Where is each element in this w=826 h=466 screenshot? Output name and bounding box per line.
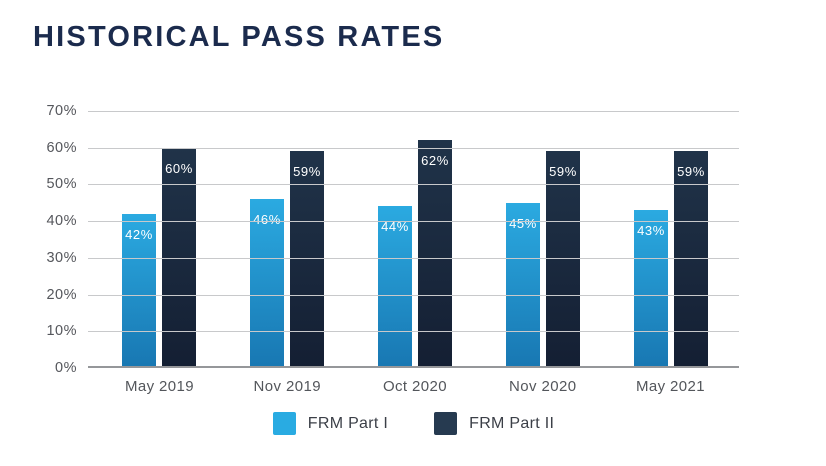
x-axis-line xyxy=(88,366,739,368)
bar-frm-part-i: 43% xyxy=(634,210,668,368)
legend-swatch xyxy=(272,412,296,435)
page-title: HISTORICAL PASS RATES xyxy=(33,21,445,53)
gridline xyxy=(88,184,739,186)
gridline xyxy=(88,294,739,296)
y-tick-label: 20% xyxy=(46,286,77,303)
bar-group-nov-2019: 46% 59% xyxy=(250,111,324,368)
legend-swatch xyxy=(434,412,458,435)
y-tick-label: 30% xyxy=(46,249,77,266)
y-tick-label: 50% xyxy=(46,176,77,193)
bar-frm-part-ii: 62% xyxy=(418,140,452,368)
legend-label: FRM Part II xyxy=(469,414,555,432)
bar-group-oct-2020: 44% 62% xyxy=(378,111,452,368)
x-axis: May 2019 Nov 2019 Oct 2020 Nov 2020 May 2021 xyxy=(88,378,739,395)
gridline xyxy=(88,257,739,259)
gridline xyxy=(88,221,739,223)
y-axis: 70% 60% 50% 40% 30% 20% 10% 0% xyxy=(0,0,77,466)
bar-frm-part-i: 42% xyxy=(122,213,156,368)
y-tick-label: 60% xyxy=(46,139,77,156)
bar-value-label: 59% xyxy=(293,164,321,180)
bar-value-label: 45% xyxy=(509,215,537,231)
bar-value-label: 44% xyxy=(381,219,409,235)
bar-value-label: 46% xyxy=(253,212,281,228)
bars-row: 42% 60% 46% 59% 44% 62% 45% 59% 43% 59% xyxy=(88,111,739,368)
y-tick-label: 40% xyxy=(46,213,77,230)
bar-frm-part-i: 45% xyxy=(506,202,540,368)
bar-value-label: 43% xyxy=(637,223,665,239)
bar-value-label: 62% xyxy=(421,153,449,169)
gridline xyxy=(88,147,739,149)
bar-frm-part-i: 44% xyxy=(378,206,412,368)
gridline xyxy=(88,331,739,333)
y-tick-label: 10% xyxy=(46,323,77,340)
legend-item-frm-part-i: FRM Part I xyxy=(272,412,389,435)
plot-area: 42% 60% 46% 59% 44% 62% 45% 59% 43% 59% xyxy=(88,111,739,368)
y-tick-label: 0% xyxy=(55,360,77,376)
x-tick-label: Nov 2019 xyxy=(253,378,321,395)
bar-group-may-2021: 43% 59% xyxy=(634,111,708,368)
x-tick-label: Nov 2020 xyxy=(509,378,577,395)
gridline xyxy=(88,111,739,112)
x-tick-label: May 2021 xyxy=(635,378,706,395)
legend-label: FRM Part I xyxy=(307,414,389,432)
bar-group-nov-2020: 45% 59% xyxy=(506,111,580,368)
y-tick-label: 70% xyxy=(46,103,77,119)
bar-value-label: 42% xyxy=(125,226,153,242)
bar-value-label: 59% xyxy=(549,164,577,180)
bar-group-may-2019: 42% 60% xyxy=(122,111,196,368)
legend: FRM Part I FRM Part II xyxy=(88,412,739,435)
bar-frm-part-i: 46% xyxy=(250,199,284,368)
x-tick-label: May 2019 xyxy=(124,378,195,395)
x-tick-label: Oct 2020 xyxy=(382,378,448,395)
bar-value-label: 59% xyxy=(677,164,705,180)
legend-item-frm-part-ii: FRM Part II xyxy=(434,412,554,435)
bar-value-label: 60% xyxy=(165,160,193,176)
